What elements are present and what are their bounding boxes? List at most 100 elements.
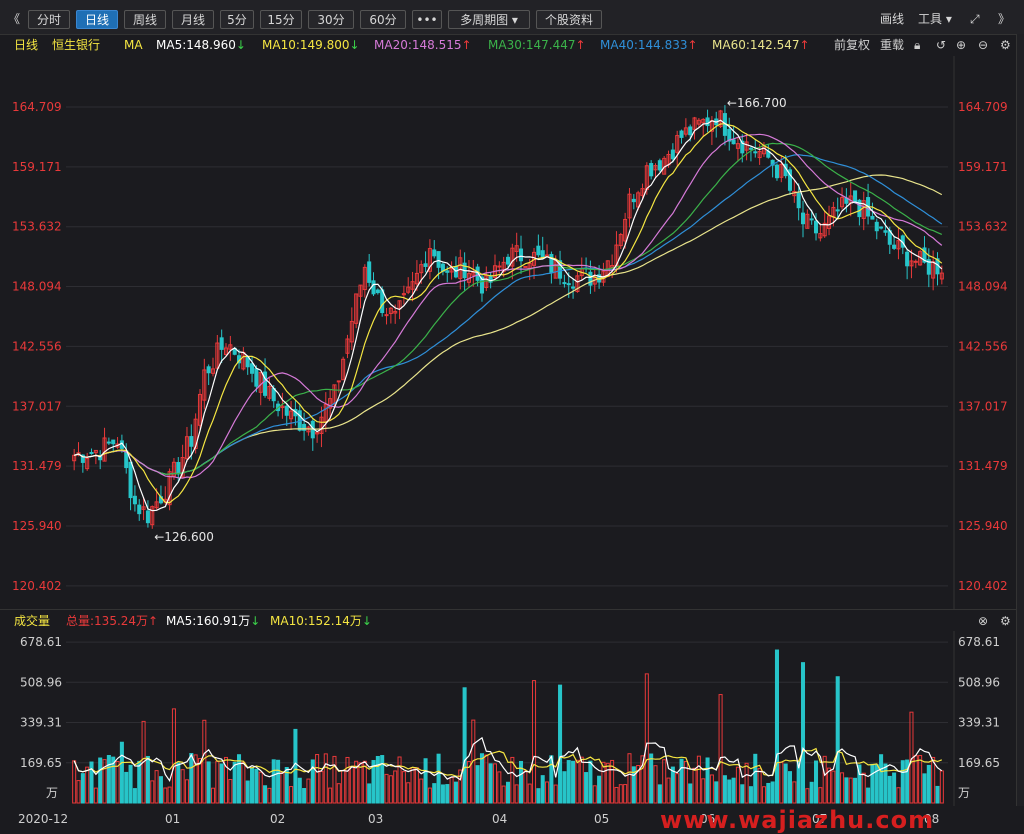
candle-body bbox=[176, 461, 181, 475]
period-button-5min[interactable]: 5分 bbox=[220, 10, 254, 29]
volume-bar bbox=[584, 772, 589, 804]
settings-icon[interactable]: ⚙ bbox=[1000, 38, 1011, 52]
side-panel-edge bbox=[1016, 34, 1024, 806]
volume-unit-right: 万 bbox=[958, 786, 970, 800]
period-button-30min[interactable]: 30分 bbox=[308, 10, 354, 29]
zoom-in-icon[interactable]: ⊕ bbox=[956, 38, 967, 52]
settings-icon[interactable]: ⚙ bbox=[1000, 614, 1011, 628]
volume-bar bbox=[545, 781, 550, 804]
volume-bar bbox=[85, 766, 90, 804]
candle-body bbox=[670, 149, 675, 160]
period-button-intraday[interactable]: 分时 bbox=[28, 10, 70, 29]
more-button[interactable]: ••• bbox=[412, 10, 442, 29]
candle-body bbox=[375, 289, 380, 294]
nav-right-button[interactable]: 》 bbox=[998, 12, 1011, 26]
volume-tick-left: 678.61 bbox=[20, 635, 62, 649]
volume-bar bbox=[132, 788, 137, 804]
candle-body bbox=[675, 135, 680, 153]
period-button-15min[interactable]: 15分 bbox=[260, 10, 302, 29]
volume-bar bbox=[844, 777, 849, 804]
candle-body bbox=[475, 266, 480, 281]
candle-body bbox=[753, 151, 758, 154]
ma10-value: MA10:149.800↓ bbox=[262, 38, 360, 52]
candle-body bbox=[197, 393, 202, 426]
volume-bar bbox=[102, 759, 107, 804]
candle-body bbox=[302, 423, 307, 431]
volume-bar bbox=[939, 770, 944, 804]
volume-bar bbox=[245, 780, 250, 804]
candle-body bbox=[731, 139, 736, 145]
candle-body bbox=[336, 380, 341, 383]
volume-bar bbox=[683, 760, 688, 804]
x-axis-label: 03 bbox=[368, 812, 384, 826]
volume-tick-left: 508.96 bbox=[20, 675, 62, 689]
candle-body bbox=[571, 286, 576, 289]
volume-bar bbox=[657, 784, 662, 804]
close-icon[interactable]: ⊗ bbox=[978, 614, 989, 628]
volume-bar bbox=[627, 753, 632, 804]
candle-body bbox=[458, 257, 463, 279]
volume-bar bbox=[558, 684, 563, 804]
candle-body bbox=[757, 151, 762, 159]
y-tick-label-right: 137.017 bbox=[958, 399, 1008, 413]
volume-bar bbox=[822, 755, 827, 804]
low-price-marker: ←126.600 bbox=[154, 530, 214, 544]
undo-icon[interactable]: ↺ bbox=[936, 38, 947, 52]
candle-body bbox=[72, 454, 77, 462]
volume-bar bbox=[896, 787, 901, 804]
volume-bar bbox=[384, 773, 389, 804]
zoom-out-icon[interactable]: ⊖ bbox=[978, 38, 989, 52]
forward-adjust-button[interactable]: 前复权 bbox=[834, 38, 871, 52]
candle-body bbox=[618, 234, 623, 247]
volume-bar bbox=[718, 694, 723, 804]
volume-bar bbox=[210, 787, 216, 804]
volume-bar bbox=[670, 766, 675, 804]
volume-bar bbox=[731, 777, 736, 804]
volume-bar bbox=[375, 755, 380, 804]
reload-button[interactable]: 重载 bbox=[880, 38, 905, 52]
candle-body bbox=[779, 164, 784, 178]
ma20-value: MA20:148.515↑ bbox=[374, 38, 472, 52]
candle-body bbox=[701, 118, 706, 124]
fullscreen-icon[interactable]: ⤢ bbox=[970, 12, 980, 26]
volume-bar bbox=[154, 770, 159, 804]
draw-line-button[interactable]: 画线 bbox=[880, 12, 905, 26]
period-button-weekly[interactable]: 周线 bbox=[124, 10, 166, 29]
candle-body bbox=[683, 127, 688, 135]
volume-bar bbox=[237, 754, 242, 804]
volume-bar bbox=[297, 777, 302, 804]
y-tick-label-left: 153.632 bbox=[12, 220, 62, 234]
volume-bar bbox=[128, 764, 133, 804]
lock-icon[interactable]: 🔒︎ bbox=[914, 38, 921, 52]
period-button-daily[interactable]: 日线 bbox=[76, 10, 118, 29]
volume-bar bbox=[827, 767, 832, 804]
nav-left-button[interactable]: 《 bbox=[8, 12, 21, 26]
volume-bar bbox=[709, 774, 714, 804]
candle-body bbox=[388, 307, 393, 315]
candle-body bbox=[653, 165, 658, 171]
stock-info-button[interactable]: 个股资料 bbox=[536, 10, 602, 29]
volume-bar bbox=[471, 719, 476, 804]
volume-bar bbox=[675, 773, 680, 804]
ma-legend: 日线 恒生银行 MA MA5:148.960↓ MA10:149.800↓ MA… bbox=[0, 34, 1024, 56]
price-chart[interactable]: 164.709 164.709 159.171 159.171 153.632 153.6… bbox=[0, 56, 1016, 609]
volume-bar bbox=[705, 757, 710, 804]
period-button-60min[interactable]: 60分 bbox=[360, 10, 406, 29]
candle-body bbox=[705, 117, 710, 127]
volume-bar bbox=[223, 756, 229, 804]
volume-bar bbox=[679, 758, 684, 804]
toolbar: 《 分时 日线 周线 月线 5分 15分 30分 60分 ••• 多周期图 ▾ … bbox=[0, 0, 1024, 35]
tools-dropdown[interactable]: 工具 ▾ bbox=[918, 10, 952, 29]
candle-body bbox=[206, 366, 211, 374]
period-button-monthly[interactable]: 月线 bbox=[172, 10, 214, 29]
volume-bar bbox=[80, 773, 85, 804]
volume-bar bbox=[388, 775, 393, 804]
ma10-line bbox=[74, 123, 943, 504]
ma40-value: MA40:144.833↑ bbox=[600, 38, 698, 52]
volume-chart[interactable]: 678.61 678.61 508.96 508.96 339.31 339.31 169.… bbox=[0, 631, 1016, 806]
candle-body bbox=[367, 261, 372, 283]
volume-bar bbox=[805, 788, 810, 804]
multi-period-dropdown[interactable]: 多周期图 ▾ bbox=[448, 10, 530, 29]
candle-body bbox=[254, 368, 259, 387]
y-tick-label-left: 131.479 bbox=[12, 459, 62, 473]
